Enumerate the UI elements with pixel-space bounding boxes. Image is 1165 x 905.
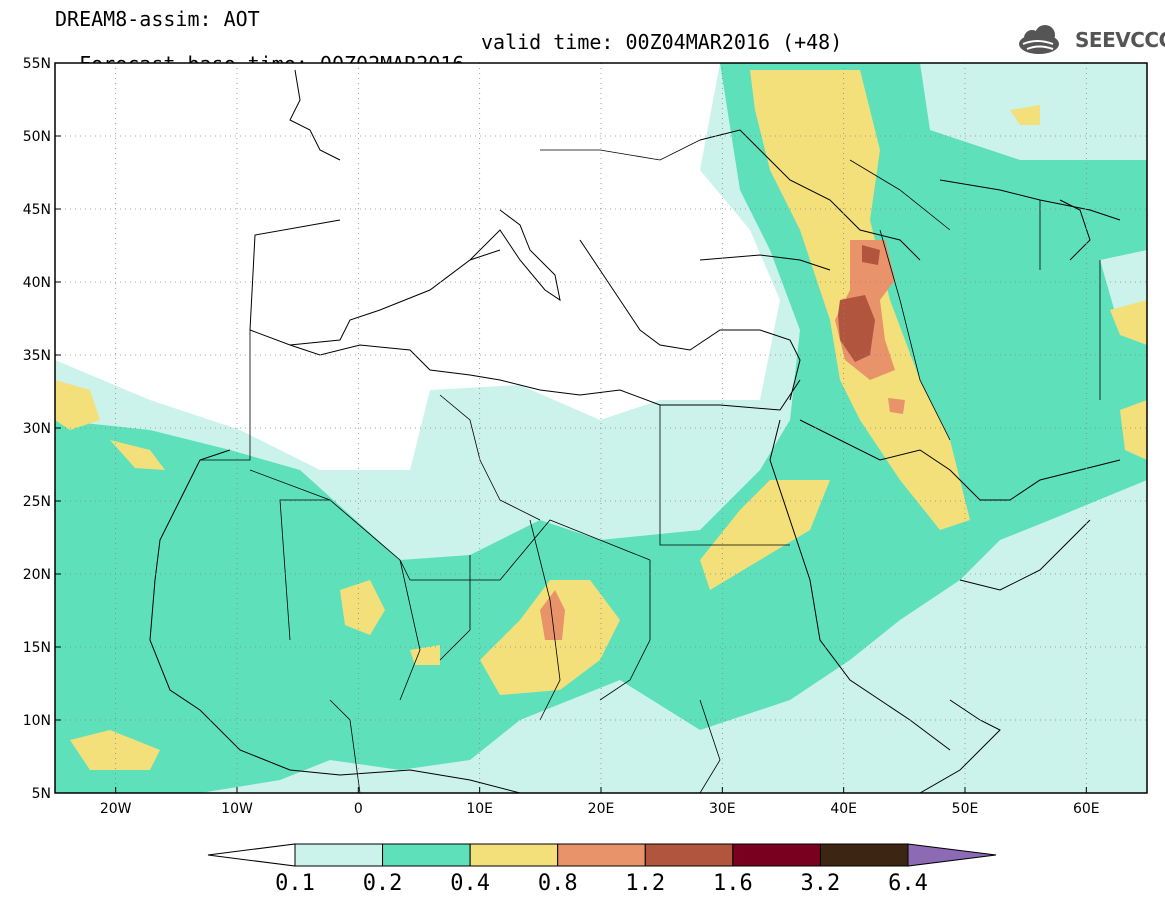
colorbar-segment xyxy=(819,843,909,867)
y-tick-label: 55N xyxy=(23,56,51,72)
colorbar-label: 1.2 xyxy=(625,871,665,896)
gridlines xyxy=(55,63,1147,793)
country-borders xyxy=(200,139,1101,793)
y-tick-label: 30N xyxy=(23,421,51,437)
coastlines xyxy=(149,69,1121,793)
colorbar: 0.1 0.2 0.4 0.8 1.2 1.6 3.2 6.4 xyxy=(207,843,997,896)
colorbar-segment xyxy=(644,843,734,867)
colorbar-label: 6.4 xyxy=(888,871,928,896)
colorbar-label: 0.1 xyxy=(275,871,315,896)
y-tick-label: 35N xyxy=(23,348,51,364)
colorbar-label: 0.2 xyxy=(363,871,403,896)
colorbar-label: 0.8 xyxy=(538,871,578,896)
colorbar-segment xyxy=(732,843,821,867)
y-tick-label: 40N xyxy=(23,275,51,291)
colorbar-label: 3.2 xyxy=(801,871,841,896)
y-tick-label: 10N xyxy=(23,713,51,729)
y-tick-label: 50N xyxy=(23,129,51,145)
x-tick-label: 0 xyxy=(354,801,363,817)
colorbar-max-arrow xyxy=(907,843,997,867)
y-tick-label: 25N xyxy=(23,494,51,510)
aot-layer-1.2 xyxy=(838,245,880,362)
colorbar-label: 0.4 xyxy=(450,871,490,896)
y-tick-label: 45N xyxy=(23,202,51,218)
x-tick-label: 20W xyxy=(100,801,132,817)
colorbar-label: 1.6 xyxy=(713,871,753,896)
colorbar-segment xyxy=(382,843,471,867)
x-tick-label: 10W xyxy=(221,801,253,817)
colorbar-segment xyxy=(469,843,559,867)
y-axis: 55N 50N 45N 40N 35N 30N 25N 20N 15N 10N 5N xyxy=(23,56,61,802)
x-tick-label: 40E xyxy=(830,801,857,817)
x-tick-label: 60E xyxy=(1073,801,1100,817)
y-tick-label: 15N xyxy=(23,640,51,656)
x-axis: 20W 10W 0 10E 20E 30E 40E 50E 60E xyxy=(100,787,1100,817)
x-tick-label: 20E xyxy=(588,801,615,817)
seevccc-logo xyxy=(1019,25,1059,54)
colorbar-segment xyxy=(294,843,384,867)
logo-text: SEEVCCC xyxy=(1075,28,1165,52)
x-tick-label: 30E xyxy=(709,801,736,817)
y-tick-label: 5N xyxy=(32,786,51,802)
y-tick-label: 20N xyxy=(23,567,51,583)
colorbar-min-arrow xyxy=(207,843,296,867)
valid-time-label: valid time: 00Z04MAR2016 (+48) xyxy=(481,30,843,54)
colorbar-segment xyxy=(557,843,646,867)
x-tick-label: 50E xyxy=(952,801,979,817)
x-tick-label: 10E xyxy=(466,801,493,817)
map-title: DREAM8-assim: AOT xyxy=(55,7,260,31)
